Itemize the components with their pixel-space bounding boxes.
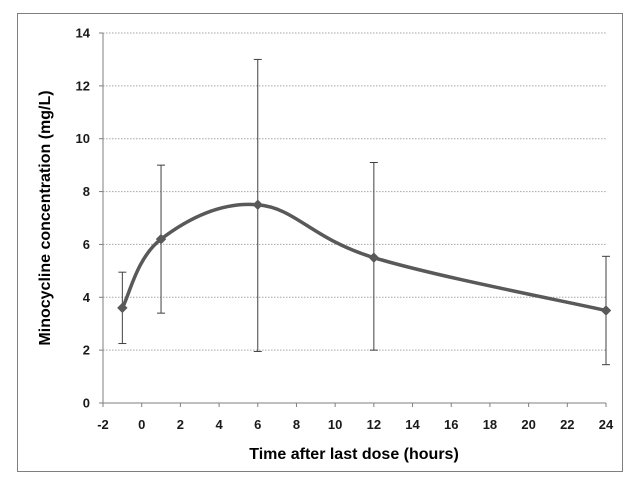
x-tick-label: -2 <box>97 417 109 432</box>
x-tick-label: 12 <box>367 417 381 432</box>
x-tick-label: 4 <box>215 417 223 432</box>
x-tick-label: 20 <box>521 417 535 432</box>
x-tick-label: 10 <box>328 417 342 432</box>
data-point-marker <box>252 199 263 210</box>
x-tick-labels: -2 0 2 4 6 8 10 12 14 16 18 20 22 24 <box>97 417 614 432</box>
x-tick-label: 24 <box>599 417 614 432</box>
x-tick-label: 0 <box>138 417 145 432</box>
concentration-line <box>120 202 608 313</box>
axes <box>99 32 607 407</box>
y-tick-label: 2 <box>83 343 90 358</box>
x-tick-label: 6 <box>254 417 261 432</box>
chart-frame <box>17 13 623 472</box>
data-point-marker <box>155 233 167 245</box>
x-tick-label: 16 <box>444 417 458 432</box>
x-tick-label: 18 <box>483 417 497 432</box>
x-tick-label: 22 <box>560 417 574 432</box>
x-tick-label: 2 <box>177 417 184 432</box>
x-axis-title: Time after last dose (hours) <box>249 446 459 463</box>
x-tick-label: 8 <box>293 417 300 432</box>
y-tick-label: 6 <box>83 237 90 252</box>
y-tick-label: 12 <box>76 78 90 93</box>
data-point-marker <box>600 305 612 316</box>
y-tick-label: 8 <box>83 184 90 199</box>
y-tick-label: 14 <box>76 26 91 41</box>
y-tick-label: 10 <box>76 131 90 146</box>
data-points <box>117 199 612 316</box>
y-axis-title: Minocycline concentration (mg/L) <box>37 90 54 345</box>
y-tick-label: 4 <box>83 290 91 305</box>
y-tick-label: 0 <box>83 396 90 411</box>
y-tick-labels: 0 2 4 6 8 10 12 14 <box>76 26 91 411</box>
series-line <box>120 202 608 313</box>
data-point-marker <box>368 252 380 263</box>
data-point-marker <box>117 302 128 314</box>
x-tick-label: 14 <box>405 417 420 432</box>
